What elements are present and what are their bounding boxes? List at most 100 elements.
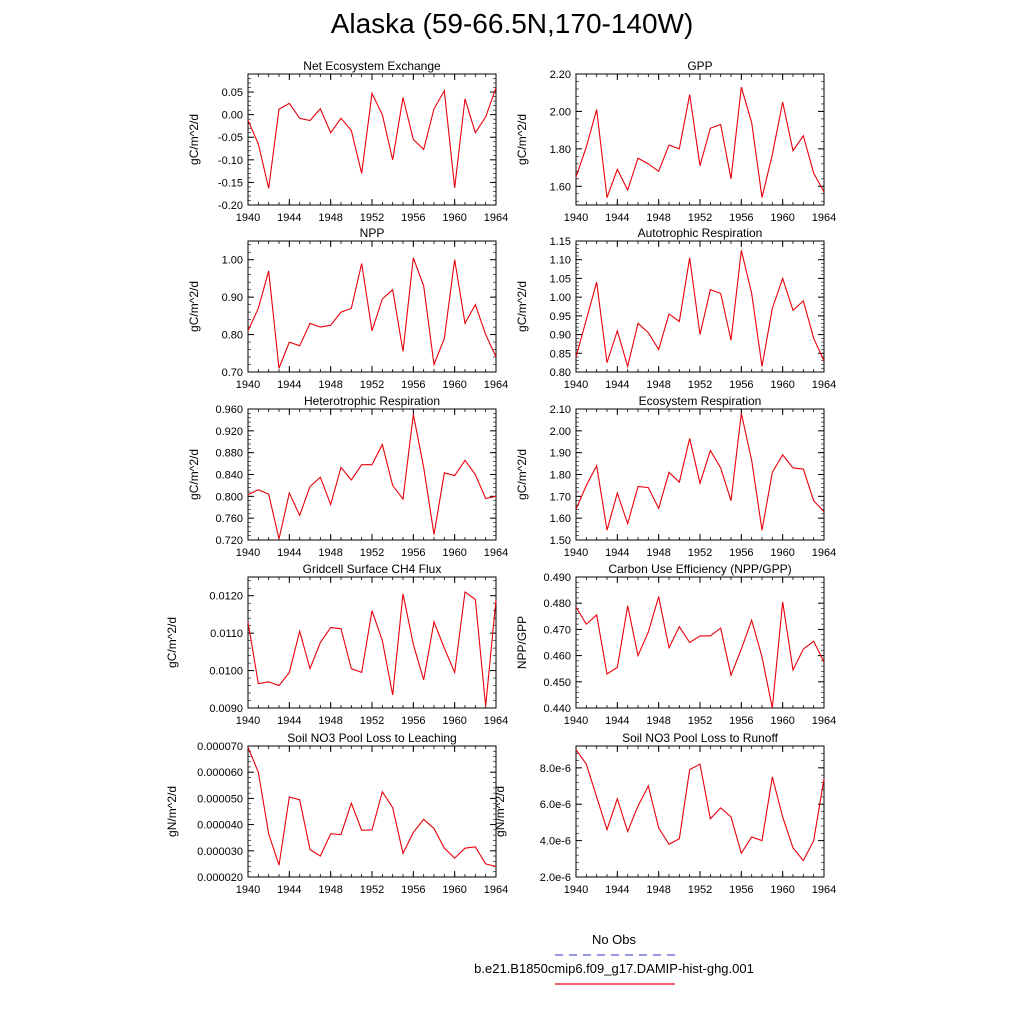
y-axis-label: gC/m^2/d bbox=[187, 114, 201, 165]
x-tick-label: 1944 bbox=[605, 884, 629, 896]
plot-frame bbox=[575, 576, 825, 709]
y-tick-label: 0.0120 bbox=[209, 591, 243, 603]
series-line bbox=[247, 414, 497, 540]
x-tick-label: 1964 bbox=[812, 715, 836, 727]
y-tick-label: 0.470 bbox=[543, 624, 571, 636]
legend-obs-label: No Obs bbox=[591, 932, 637, 947]
x-tick-label: 1952 bbox=[688, 715, 712, 727]
x-tick-label: 1956 bbox=[729, 379, 753, 391]
panel-5: Heterotrophic Respiration gC/m^2/d 1940 194… bbox=[187, 394, 508, 559]
legend-case-label: b.e21.B1850cmip6.f09_g17.DAMIP-hist-ghg.… bbox=[474, 961, 754, 976]
x-tick-label: 1956 bbox=[729, 547, 753, 559]
x-tick-label: 1944 bbox=[605, 379, 629, 391]
x-tick-label: 1964 bbox=[484, 379, 508, 391]
panel-title: Soil NO3 Pool Loss to Leaching bbox=[287, 731, 456, 745]
y-tick-label: -0.05 bbox=[218, 132, 243, 144]
y-tick-label: 1.70 bbox=[550, 491, 571, 503]
panel-8: Carbon Use Efficiency (NPP/GPP) NPP/GPP 19… bbox=[515, 562, 836, 727]
y-axis-label: gN/m^2/d bbox=[165, 786, 179, 837]
y-tick-label: -0.20 bbox=[218, 200, 243, 212]
y-tick-label: 0.05 bbox=[222, 87, 243, 99]
y-tick-label: 0.490 bbox=[543, 572, 571, 584]
x-tick-label: 1964 bbox=[812, 547, 836, 559]
x-tick-label: 1944 bbox=[277, 547, 301, 559]
plot-frame bbox=[575, 240, 825, 373]
x-tick-label: 1948 bbox=[646, 547, 670, 559]
x-tick-label: 1960 bbox=[442, 212, 466, 224]
x-tick-label: 1948 bbox=[646, 884, 670, 896]
panel-3: NPP gC/m^2/d 1940 1944 1948 1952 1956 1960 1964 1… bbox=[187, 226, 508, 391]
x-tick-label: 1948 bbox=[318, 379, 342, 391]
panel-10: Soil NO3 Pool Loss to Runoff gN/m^2/d 1940… bbox=[493, 731, 836, 896]
y-tick-label: 2.20 bbox=[550, 69, 571, 81]
panel-4: Autotrophic Respiration gC/m^2/d 1940 1944 1… bbox=[515, 226, 836, 391]
x-tick-label: 1948 bbox=[646, 715, 670, 727]
figure-title: Alaska (59-66.5N,170-140W) bbox=[330, 8, 694, 39]
panel-title: Net Ecosystem Exchange bbox=[303, 59, 441, 73]
y-tick-label: 6.0e-6 bbox=[540, 799, 571, 811]
x-tick-label: 1948 bbox=[318, 547, 342, 559]
y-tick-label: 1.60 bbox=[550, 513, 571, 525]
y-tick-label: 0.70 bbox=[222, 367, 243, 379]
x-tick-label: 1952 bbox=[688, 379, 712, 391]
x-tick-label: 1948 bbox=[646, 212, 670, 224]
y-tick-label: 0.000050 bbox=[197, 793, 243, 805]
panel-title: NPP bbox=[360, 226, 385, 240]
x-tick-label: 1956 bbox=[729, 715, 753, 727]
x-tick-label: 1948 bbox=[318, 884, 342, 896]
x-tick-label: 1956 bbox=[729, 212, 753, 224]
x-tick-label: 1944 bbox=[605, 212, 629, 224]
panel-6: Ecosystem Respiration gC/m^2/d 1940 1944 194… bbox=[515, 394, 836, 559]
y-axis-label: gC/m^2/d bbox=[187, 281, 201, 332]
x-tick-label: 1964 bbox=[484, 547, 508, 559]
x-tick-label: 1940 bbox=[236, 547, 260, 559]
x-tick-label: 1944 bbox=[277, 884, 301, 896]
x-tick-label: 1956 bbox=[401, 212, 425, 224]
plot-frame bbox=[575, 408, 825, 541]
x-tick-label: 1956 bbox=[401, 379, 425, 391]
x-tick-label: 1964 bbox=[812, 379, 836, 391]
series-line bbox=[247, 257, 497, 369]
x-tick-label: 1956 bbox=[401, 884, 425, 896]
y-axis-label: gC/m^2/d bbox=[165, 617, 179, 668]
y-tick-label: 1.00 bbox=[550, 292, 571, 304]
y-tick-label: 0.450 bbox=[543, 677, 571, 689]
x-tick-label: 1940 bbox=[236, 212, 260, 224]
x-tick-label: 1940 bbox=[564, 379, 588, 391]
x-tick-label: 1940 bbox=[564, 212, 588, 224]
x-tick-label: 1960 bbox=[442, 379, 466, 391]
series-line bbox=[247, 747, 497, 868]
x-tick-label: 1944 bbox=[277, 715, 301, 727]
y-tick-label: -0.15 bbox=[218, 177, 243, 189]
x-tick-label: 1948 bbox=[318, 212, 342, 224]
y-tick-label: 0.0110 bbox=[210, 628, 243, 640]
y-tick-label: 0.0100 bbox=[209, 666, 243, 678]
x-tick-label: 1956 bbox=[401, 715, 425, 727]
panel-title: Carbon Use Efficiency (NPP/GPP) bbox=[608, 562, 791, 576]
y-axis-label: gC/m^2/d bbox=[515, 449, 529, 500]
x-tick-label: 1944 bbox=[277, 379, 301, 391]
y-axis-label: gC/m^2/d bbox=[187, 449, 201, 500]
x-tick-label: 1944 bbox=[605, 715, 629, 727]
y-tick-label: 0.95 bbox=[550, 311, 571, 323]
x-tick-label: 1952 bbox=[360, 884, 384, 896]
y-tick-label: 0.000060 bbox=[197, 767, 243, 779]
y-tick-label: 0.840 bbox=[215, 470, 243, 482]
x-tick-label: 1960 bbox=[770, 212, 794, 224]
y-tick-label: 0.000020 bbox=[197, 872, 243, 884]
y-tick-label: 0.00 bbox=[222, 110, 243, 122]
panel-title: GPP bbox=[687, 59, 712, 73]
y-tick-label: 0.880 bbox=[215, 448, 243, 460]
x-tick-label: 1960 bbox=[770, 715, 794, 727]
series-line bbox=[575, 749, 825, 862]
y-tick-label: 0.0090 bbox=[209, 703, 243, 715]
x-tick-label: 1964 bbox=[484, 715, 508, 727]
x-tick-label: 1952 bbox=[688, 212, 712, 224]
x-tick-label: 1952 bbox=[688, 884, 712, 896]
y-tick-label: 0.480 bbox=[543, 598, 571, 610]
x-tick-label: 1960 bbox=[442, 884, 466, 896]
plot-frame bbox=[575, 73, 825, 206]
panel-title: Soil NO3 Pool Loss to Runoff bbox=[622, 731, 779, 745]
y-tick-label: 1.80 bbox=[550, 470, 571, 482]
